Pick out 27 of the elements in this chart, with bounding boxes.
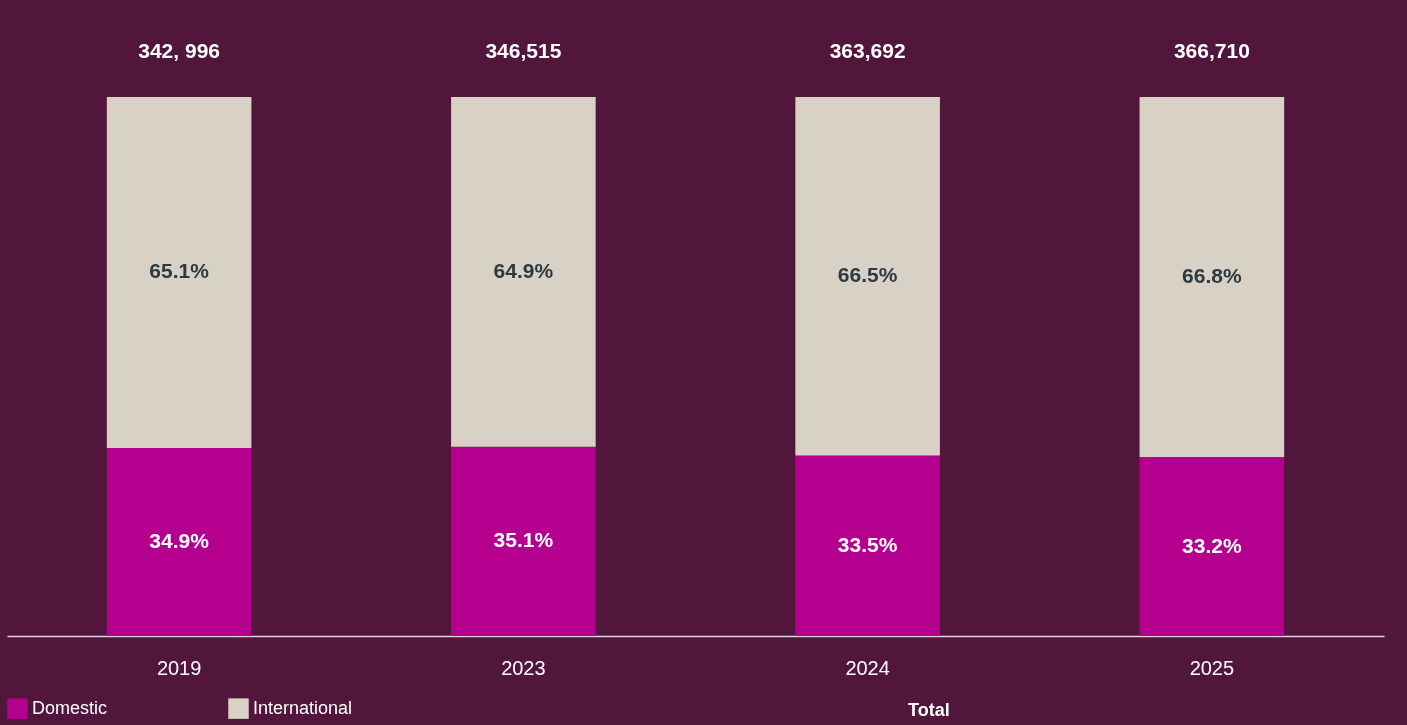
legend-label: International xyxy=(253,697,353,718)
bar xyxy=(106,97,252,448)
data-label: 66.8% xyxy=(1182,264,1242,288)
data-label: 66.5% xyxy=(837,263,898,287)
x-tick-label: 2019 xyxy=(156,656,202,679)
bar xyxy=(795,455,940,636)
x-tick-label: 2024 xyxy=(845,656,890,679)
x-tick-label: 2023 xyxy=(501,656,546,679)
bar xyxy=(795,97,940,456)
bar xyxy=(451,97,596,447)
annotation: 342, 996 xyxy=(138,39,220,63)
text: Total xyxy=(908,700,950,721)
bar xyxy=(106,447,252,636)
data-label: 65.1% xyxy=(149,259,210,283)
annotation: 366,710 xyxy=(1173,39,1250,63)
data-label: 64.9% xyxy=(493,258,554,282)
legend-label: Domestic xyxy=(32,697,108,718)
data-label: 34.9% xyxy=(149,528,210,552)
annotation: 363,692 xyxy=(829,39,906,63)
x-tick-label: 2025 xyxy=(1189,656,1235,679)
annotation: 346,515 xyxy=(485,39,562,63)
data-label: 33.2% xyxy=(1182,533,1242,557)
data-label: 33.5% xyxy=(837,532,898,556)
data-label: 35.1% xyxy=(493,528,554,552)
bar xyxy=(1139,97,1285,458)
bar xyxy=(1139,457,1285,636)
bar xyxy=(451,446,596,636)
